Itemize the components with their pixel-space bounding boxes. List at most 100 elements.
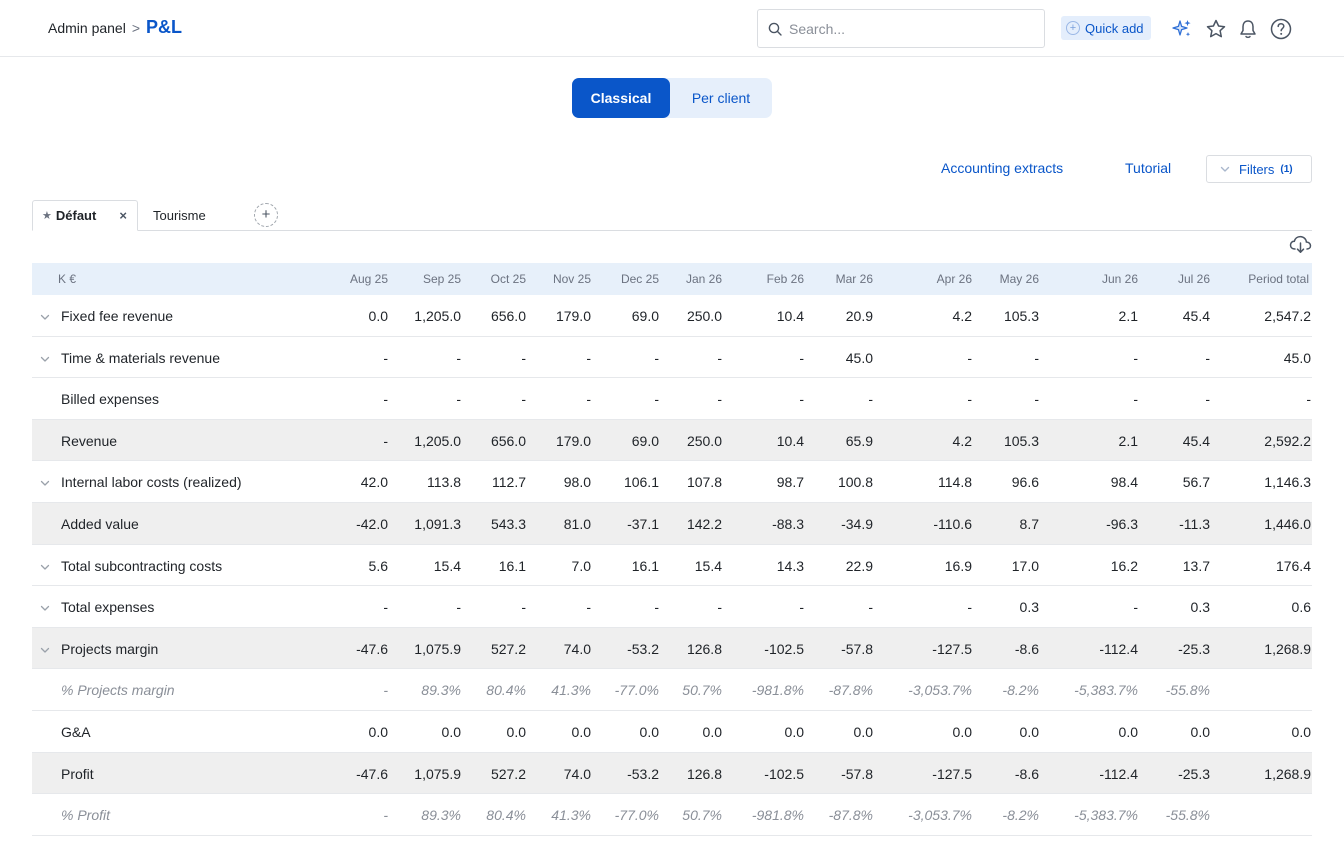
table-row[interactable]: Time & materials revenue - - - - - - - 45.0 - - - - 4… [32,337,1312,379]
view-tab-tourisme[interactable]: Tourisme [153,208,206,223]
table-cell: -34.9 [841,515,873,532]
view-tab-default[interactable]: ★ Défaut × [32,200,138,231]
table-cell: 250.0 [686,308,722,324]
table-row[interactable]: Total expenses - - - - - - - - - 0.3 - 0.3 0.6 [32,586,1312,628]
table-cell: -87.8% [828,807,873,824]
column-header: Feb 26 [766,272,804,286]
table-cell: -53.2 [627,765,659,782]
table-cell: -77.0% [614,807,659,824]
tutorial-link[interactable]: Tutorial [1125,160,1172,176]
table-cell: 80.4% [486,682,526,699]
table-row[interactable]: Fixed fee revenue 0.0 1,205.0 656.0 179.0 69.… [32,295,1312,337]
table-cell: -112.4 [1099,765,1138,782]
view-mode-switch: Classical Per client [572,78,772,118]
row-label: Revenue [61,432,118,449]
filters-button[interactable]: Filters (1) [1206,155,1312,183]
table-cell: 0.0 [702,723,722,740]
table-cell: 65.9 [845,432,873,449]
filters-count-badge: (1) [1280,163,1293,175]
table-cell: -5,383.7% [1074,682,1138,699]
table-row[interactable]: % Projects margin - 89.3% 80.4% 41.3% -77.0% 5… [32,669,1312,711]
table-row[interactable]: Total subcontracting costs 5.6 15.4 16.1 7.0… [32,545,1312,587]
column-header: Jan 26 [685,272,722,286]
table-cell: - [868,391,873,408]
table-cell: - [799,391,804,408]
table-cell: -96.3 [1106,515,1138,532]
table-cell: -102.5 [764,765,804,782]
table-row[interactable]: Profit -47.6 1,075.9 527.2 74.0 -53.2 126.8 -10… [32,752,1312,795]
table-cell: - [586,599,591,616]
table-cell: -3,053.7% [908,682,972,699]
table-row[interactable]: Billed expenses - - - - - - - - - - - - - [32,378,1312,420]
sparkle-icon[interactable] [1170,17,1194,41]
table-cell: -981.8% [751,807,804,824]
cloud-download-icon[interactable] [1288,233,1314,260]
table-cell: 45.0 [845,349,873,366]
table-cell: 142.2 [686,515,722,532]
table-cell: -25.3 [1178,765,1210,782]
column-header: Period total [1248,272,1309,286]
table-body: Fixed fee revenue 0.0 1,205.0 656.0 179.0 69.… [32,295,1312,836]
table-row[interactable]: Added value -42.0 1,091.3 543.3 81.0 -37.1 142… [32,502,1312,545]
star-icon[interactable] [1204,17,1228,41]
chevron-down-icon[interactable] [39,310,51,328]
table-header: K € Aug 25 Sep 25 Oct 25 Nov 25 Dec 25 Jan 26… [32,263,1312,295]
period-total-cell: 2,547.2 [1264,308,1311,324]
table-cell: 543.3 [490,515,526,532]
row-label: Time & materials revenue [61,349,220,366]
table-row[interactable]: Revenue - 1,205.0 656.0 179.0 69.0 250.0 10.4 65… [32,419,1312,462]
chevron-down-icon[interactable] [39,560,51,578]
per-client-toggle[interactable]: Per client [691,90,751,106]
chevron-down-icon[interactable] [39,476,51,494]
search-input[interactable] [789,20,1029,37]
accounting-extracts-link[interactable]: Accounting extracts [941,160,1064,176]
table-cell: - [586,391,591,408]
table-cell: 0.3 [1190,599,1210,616]
table-cell: 1,205.0 [414,432,461,449]
table-cell: - [383,432,388,449]
table-cell: -37.1 [627,515,659,532]
table-cell: -981.8% [751,682,804,699]
top-bar: Admin panel > P&L + Quick add [0,0,1344,57]
table-cell: - [383,682,388,699]
column-header: Oct 25 [490,272,526,286]
table-cell: -57.8 [841,640,873,657]
table-cell: -47.6 [356,640,388,657]
add-view-button[interactable]: + [254,203,278,227]
breadcrumb: Admin panel > P&L [48,17,182,38]
table-row[interactable]: Projects margin -47.6 1,075.9 527.2 74.0 -53.… [32,627,1312,670]
table-cell: - [654,349,659,366]
row-label: Total expenses [61,599,155,616]
table-cell: 56.7 [1182,474,1210,491]
search-box[interactable] [757,9,1045,48]
table-cell: - [1034,391,1039,408]
table-cell: -55.8% [1165,807,1210,824]
table-cell: -88.3 [772,515,804,532]
period-total-cell: 45.0 [1283,349,1311,366]
quick-add-button[interactable]: + Quick add [1061,16,1151,40]
help-icon[interactable] [1269,17,1293,41]
table-cell: 98.7 [776,474,804,491]
table-cell: 0.3 [1019,599,1039,616]
chevron-down-icon[interactable] [39,643,51,661]
row-label: Total subcontracting costs [61,557,223,574]
table-cell: - [456,599,461,616]
tabs-divider [32,230,1312,231]
table-cell: - [1034,349,1039,366]
period-total-cell: 0.6 [1291,599,1311,616]
table-cell: - [456,391,461,408]
table-row[interactable]: % Profit - 89.3% 80.4% 41.3% -77.0% 50.7% -981.… [32,794,1312,836]
breadcrumb-admin-panel[interactable]: Admin panel [48,20,126,36]
table-row[interactable]: Internal labor costs (realized) 42.0 113.8… [32,461,1312,503]
close-icon[interactable]: × [119,208,127,223]
table-cell: 0.0 [1190,723,1210,740]
table-cell: 250.0 [686,432,722,449]
chevron-down-icon[interactable] [39,601,51,619]
period-total-cell: - [1306,391,1311,408]
bell-icon[interactable] [1236,17,1260,41]
table-row[interactable]: G&A 0.0 0.0 0.0 0.0 0.0 0.0 0.0 0.0 0.0 0.0 0.0 0.0 0… [32,711,1312,753]
chevron-down-icon[interactable] [39,352,51,370]
classical-toggle[interactable]: Classical [572,78,670,118]
view-tab-default-label: Défaut [55,208,97,223]
table-cell: - [967,349,972,366]
